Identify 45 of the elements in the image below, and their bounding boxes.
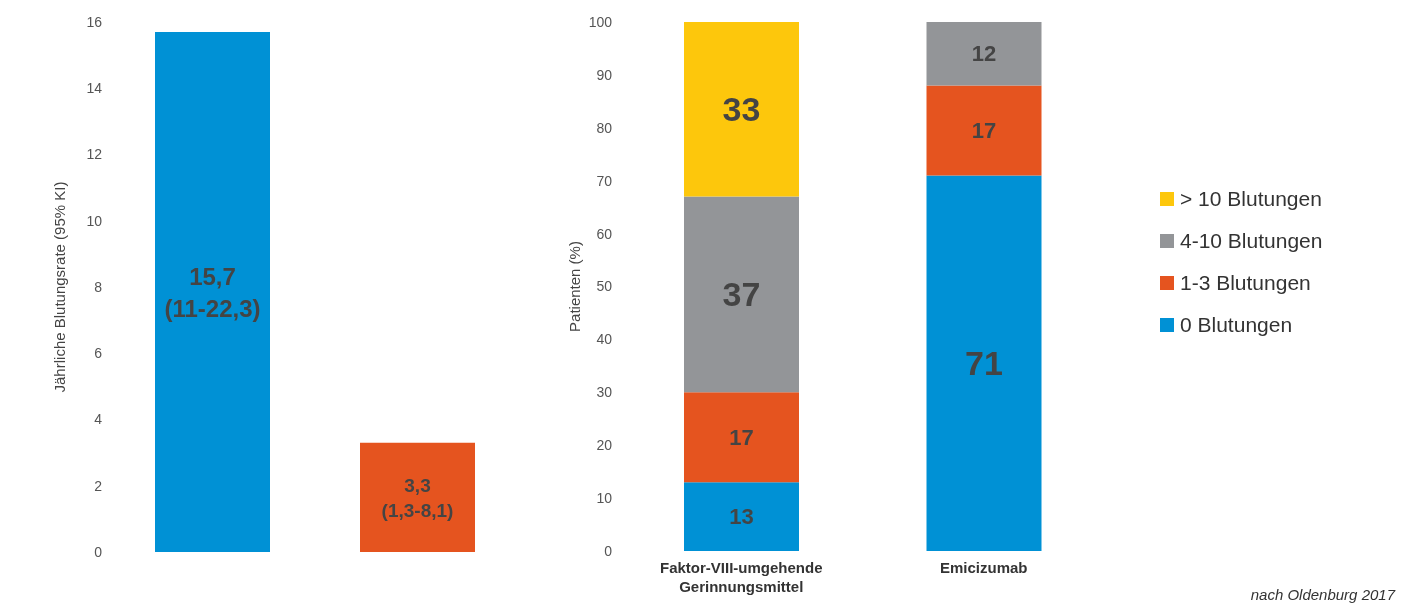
- y-tick-label: 12: [86, 146, 103, 163]
- bar: [926, 85, 1042, 176]
- data-label: 71: [965, 344, 1003, 383]
- y-tick-label: 20: [596, 437, 613, 454]
- bar: [926, 22, 1042, 86]
- data-label: 17: [729, 424, 754, 450]
- legend-label: 1-3 Blutungen: [1180, 271, 1311, 295]
- text: nach Oldenburg 2017: [1250, 586, 1395, 603]
- y-tick-label: 40: [596, 331, 613, 348]
- bar: [926, 175, 1042, 551]
- y-tick-label: 14: [86, 80, 103, 97]
- bar: [684, 482, 799, 551]
- y-tick-label: 10: [86, 212, 103, 229]
- bar: [684, 22, 799, 197]
- y-tick-label: 100: [588, 13, 613, 30]
- y-tick-label: 80: [596, 119, 613, 136]
- y-tick-label: 90: [596, 66, 613, 83]
- y-tick-label: 2: [94, 477, 103, 494]
- y-tick-label: 4: [94, 411, 103, 428]
- y-tick-label: 10: [596, 490, 613, 507]
- legend-label: > 10 Blutungen: [1180, 187, 1322, 211]
- y-tick-label: 30: [596, 384, 613, 401]
- data-label: 3,3 (1,3-8,1): [381, 474, 454, 521]
- data-label: 17: [971, 117, 997, 143]
- y-tick-label: 70: [596, 172, 613, 189]
- data-label: 12: [971, 41, 997, 67]
- x-tick-label: Faktor-VIII-umgehende Gerinnungsmittel: [659, 559, 823, 595]
- legend-label: 4-10 Blutungen: [1180, 229, 1323, 253]
- data-label: 13: [729, 504, 754, 530]
- y-tick-label: 50: [596, 278, 613, 295]
- y-tick-label: 0: [604, 542, 613, 559]
- y-tick-label: 60: [596, 225, 613, 242]
- y-axis-title: Patienten (%): [566, 241, 584, 332]
- y-tick-label: 0: [94, 543, 103, 560]
- y-tick-label: 8: [94, 278, 103, 295]
- bar: [684, 196, 799, 393]
- data-label: 15,7 (11-22,3): [164, 262, 261, 322]
- legend-label: 0 Blutungen: [1180, 313, 1293, 337]
- y-tick-label: 16: [86, 13, 103, 30]
- bar: [684, 392, 799, 483]
- y-axis-title: Jährliche Blutungsrate (95% KI): [51, 181, 69, 393]
- data-label: 33: [722, 90, 761, 129]
- x-tick-label: Emicizumab: [939, 559, 1028, 576]
- data-label: 37: [722, 275, 761, 314]
- y-tick-label: 6: [94, 345, 103, 362]
